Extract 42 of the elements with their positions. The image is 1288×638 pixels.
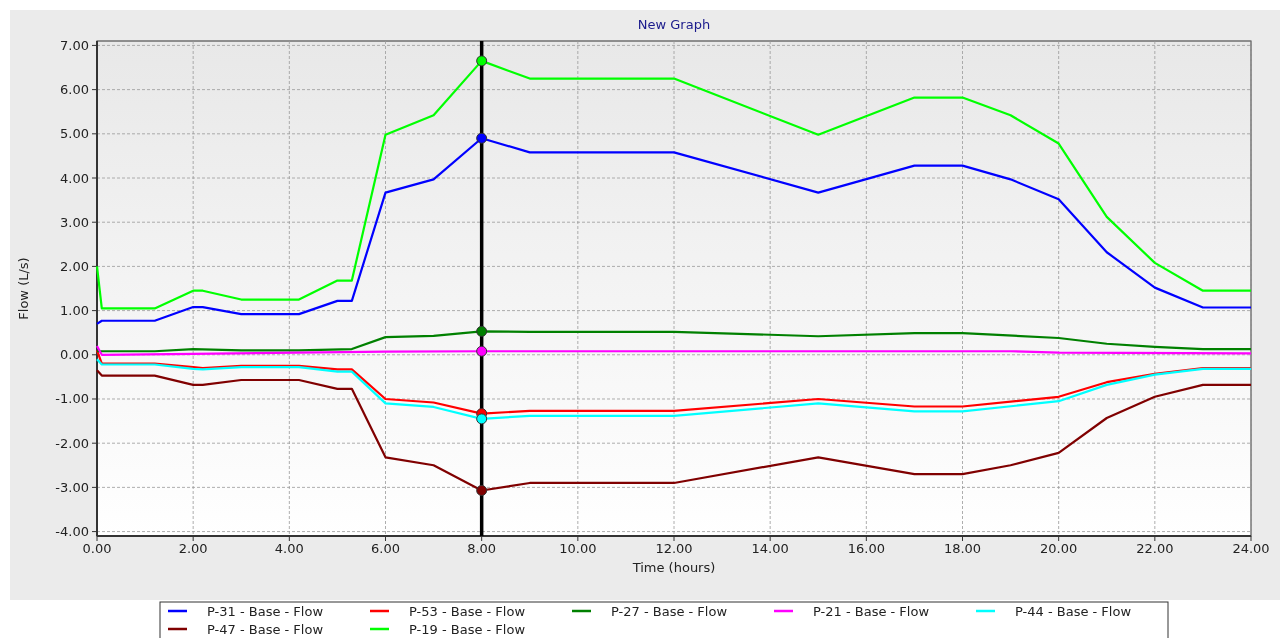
line-series bbox=[95, 344, 1253, 357]
legend-label: P-47 - Base - Flow bbox=[207, 621, 324, 637]
x-tick-label: 8.00 bbox=[467, 541, 497, 556]
y-tick-label: 7.00 bbox=[60, 37, 89, 53]
y-tick-label: 5.00 bbox=[60, 126, 89, 142]
y-tick-label: -1.00 bbox=[55, 391, 89, 407]
x-tick-label: 12.00 bbox=[655, 541, 693, 556]
y-tick-label: 1.00 bbox=[60, 303, 89, 319]
y-tick-label: -4.00 bbox=[55, 524, 89, 540]
y-tick-label: 6.00 bbox=[60, 82, 89, 98]
y-tick-label: 0.00 bbox=[60, 347, 89, 363]
x-tick-label: 22.00 bbox=[1136, 541, 1174, 556]
y-axis-title: Flow (L/s) bbox=[16, 257, 31, 320]
x-tick-label: 6.00 bbox=[371, 541, 400, 556]
x-tick-label: 2.00 bbox=[178, 541, 208, 556]
point bbox=[476, 325, 488, 337]
point bbox=[476, 345, 488, 357]
x-tick-label: 4.00 bbox=[274, 541, 304, 556]
legend-label: P-31 - Base - Flow bbox=[207, 603, 324, 619]
point bbox=[476, 132, 488, 144]
legend-label: P-21 - Base - Flow bbox=[813, 603, 930, 619]
x-axis-title: Time (hours) bbox=[631, 560, 716, 575]
legend-label: P-44 - Base - Flow bbox=[1015, 603, 1132, 619]
legend-label: P-19 - Base - Flow bbox=[409, 621, 526, 637]
point bbox=[476, 413, 488, 425]
y-tick-label: 2.00 bbox=[60, 258, 89, 274]
point bbox=[476, 55, 488, 67]
y-tick-label: 3.00 bbox=[60, 214, 89, 230]
x-tick-label: 14.00 bbox=[751, 541, 789, 556]
x-tick-label: 20.00 bbox=[1040, 541, 1078, 556]
legend-label: P-53 - Base - Flow bbox=[409, 603, 526, 619]
legend-label: P-27 - Base - Flow bbox=[611, 603, 728, 619]
y-tick-label: -3.00 bbox=[55, 479, 89, 495]
chart-title: New Graph bbox=[637, 17, 711, 32]
x-tick-label: 10.00 bbox=[559, 541, 597, 556]
point bbox=[476, 484, 488, 496]
x-tick-label: 18.00 bbox=[943, 541, 982, 556]
y-tick-label: 4.00 bbox=[60, 170, 89, 186]
x-tick-label: 24.00 bbox=[1232, 541, 1270, 556]
x-tick-label: 0.00 bbox=[82, 541, 112, 556]
x-tick-label: 16.00 bbox=[847, 541, 885, 556]
y-tick-label: -2.00 bbox=[55, 435, 89, 451]
